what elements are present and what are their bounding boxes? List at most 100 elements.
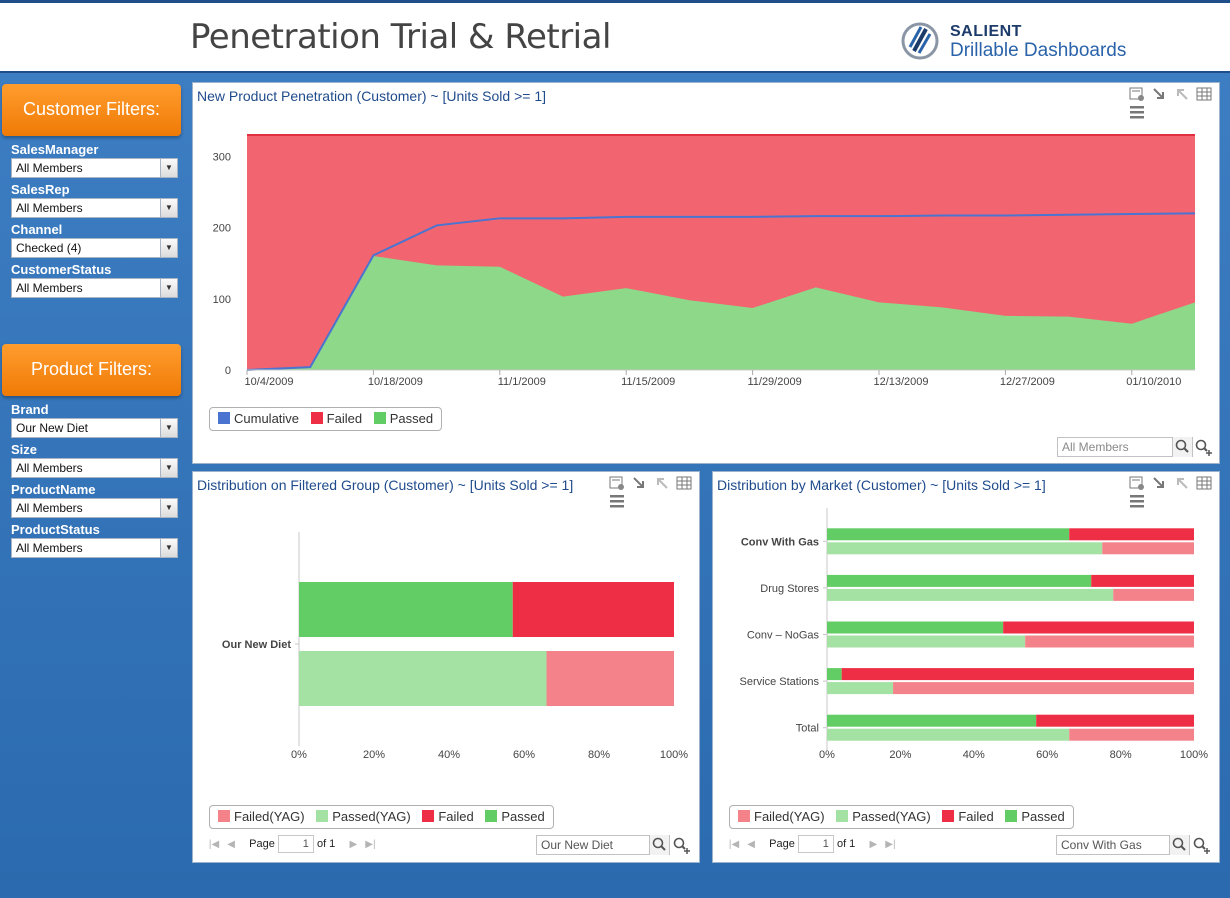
productstatus-select[interactable]: All Members ▼ <box>11 538 178 558</box>
chevron-down-icon[interactable]: ▼ <box>160 499 177 517</box>
legend-swatch-passed <box>1005 810 1018 822</box>
page-label: Page <box>769 837 795 850</box>
filter-label-channel: Channel <box>11 222 63 237</box>
menu-icon[interactable] <box>1129 493 1145 509</box>
market-member-search[interactable]: Conv With Gas <box>1056 835 1190 855</box>
drill-up-icon[interactable] <box>1174 86 1190 102</box>
bar-failed-yag <box>546 651 674 706</box>
legend-swatch-failed-yag <box>738 810 750 822</box>
next-page-icon[interactable]: ▶ <box>349 838 358 850</box>
drill-down-icon[interactable] <box>1151 475 1167 491</box>
legend-item-failed-yag[interactable]: Failed(YAG) <box>738 809 825 824</box>
legend-item-passed[interactable]: Passed <box>373 411 434 426</box>
productname-select-value: All Members <box>16 501 83 515</box>
productname-select[interactable]: All Members ▼ <box>11 498 178 518</box>
size-select[interactable]: All Members ▼ <box>11 458 178 478</box>
legend-swatch-passed-yag <box>316 810 329 822</box>
panel-toolbar <box>607 475 699 508</box>
salient-logo: SALIENT Drillable Dashboards <box>900 21 1140 65</box>
chevron-down-icon[interactable]: ▼ <box>160 199 177 217</box>
bar-failed-yag <box>1069 728 1194 741</box>
bar-passed <box>827 574 1092 587</box>
chevron-down-icon[interactable]: ▼ <box>160 159 177 177</box>
grid-view-icon[interactable] <box>1196 86 1212 102</box>
legend-item-failed-yag[interactable]: Failed(YAG) <box>218 809 305 824</box>
export-icon[interactable] <box>609 475 625 491</box>
search-icon[interactable] <box>1172 437 1192 457</box>
add-member-icon[interactable] <box>1193 437 1213 462</box>
prev-page-icon[interactable]: ◀ <box>227 838 235 850</box>
page-number-input[interactable]: 1 <box>797 835 834 853</box>
legend-item-cumulative[interactable]: Cumulative <box>218 411 299 426</box>
salesmanager-select[interactable]: All Members ▼ <box>11 158 178 178</box>
search-icon[interactable] <box>649 835 669 855</box>
legend-item-passed[interactable]: Passed <box>1005 809 1065 824</box>
bar-failed <box>1091 574 1194 587</box>
last-page-icon[interactable]: ▶| <box>885 838 896 850</box>
chevron-down-icon[interactable]: ▼ <box>160 539 177 557</box>
chevron-down-icon[interactable]: ▼ <box>160 419 177 437</box>
bar-failed-yag <box>1102 542 1194 555</box>
bar-failed <box>1003 621 1194 634</box>
add-member-icon[interactable] <box>671 835 691 860</box>
legend-label-passed: Passed <box>389 411 434 426</box>
menu-icon[interactable] <box>609 493 625 509</box>
export-icon[interactable] <box>1129 86 1145 102</box>
panel-toolbar <box>1127 475 1219 508</box>
menu-icon[interactable] <box>1129 104 1145 120</box>
salesrep-select[interactable]: All Members ▼ <box>11 198 178 218</box>
next-page-icon[interactable]: ▶ <box>869 838 878 850</box>
penetration-member-search[interactable]: All Members <box>1057 437 1193 457</box>
legend-label-passed-yag: Passed(YAG) <box>852 809 931 824</box>
bar-passed-yag <box>827 542 1103 555</box>
distribution-legend: Failed(YAG) Passed(YAG) Failed Passed <box>209 805 554 829</box>
chevron-down-icon[interactable]: ▼ <box>160 459 177 477</box>
export-icon[interactable] <box>1129 475 1145 491</box>
brand-select[interactable]: Our New Diet ▼ <box>11 418 178 438</box>
x-tick-label: 40% <box>963 749 985 761</box>
first-page-icon[interactable]: |◀ <box>728 838 740 850</box>
bar-failed-yag <box>1025 635 1194 648</box>
drill-down-icon[interactable] <box>631 475 647 491</box>
legend-label-passed: Passed <box>1021 809 1065 824</box>
grid-view-icon[interactable] <box>676 475 692 491</box>
x-tick-label: 11/29/2009 <box>747 376 801 388</box>
x-tick-label: 60% <box>513 749 535 761</box>
drill-up-icon[interactable] <box>1174 475 1190 491</box>
productstatus-select-value: All Members <box>16 541 83 555</box>
bar-passed-yag <box>299 651 547 706</box>
legend-label-failed-yag: Failed(YAG) <box>754 809 825 824</box>
legend-item-passed-yag[interactable]: Passed(YAG) <box>316 809 411 824</box>
drill-up-icon[interactable] <box>654 475 670 491</box>
first-page-icon[interactable]: |◀ <box>208 838 220 850</box>
page-number-input[interactable]: 1 <box>277 835 314 853</box>
chevron-down-icon[interactable]: ▼ <box>160 279 177 297</box>
customerstatus-select[interactable]: All Members ▼ <box>11 278 178 298</box>
filter-label-productname: ProductName <box>11 482 96 497</box>
cumulative-line <box>246 212 1196 371</box>
last-page-icon[interactable]: ▶| <box>365 838 376 850</box>
logo-brand-name: SALIENT <box>950 23 1022 40</box>
legend-item-failed[interactable]: Failed <box>310 411 362 426</box>
prev-page-icon[interactable]: ◀ <box>747 838 755 850</box>
distribution-member-search[interactable]: Our New Diet <box>536 835 670 855</box>
search-icon[interactable] <box>1169 835 1189 855</box>
grid-view-icon[interactable] <box>1196 475 1212 491</box>
bar-passed <box>827 621 1004 634</box>
x-tick-label: 0% <box>819 749 835 761</box>
x-tick-label: 80% <box>588 749 610 761</box>
size-select-value: All Members <box>16 461 83 475</box>
bar-passed <box>827 714 1037 727</box>
legend-item-failed[interactable]: Failed <box>942 809 994 824</box>
page-title: Penetration Trial & Retrial <box>190 17 611 57</box>
chevron-down-icon[interactable]: ▼ <box>160 239 177 257</box>
legend-item-passed-yag[interactable]: Passed(YAG) <box>836 809 931 824</box>
filter-label-size: Size <box>11 442 38 457</box>
channel-select[interactable]: Checked (4) ▼ <box>11 238 178 258</box>
bar-failed <box>1069 528 1194 541</box>
legend-item-failed[interactable]: Failed <box>422 809 474 824</box>
x-tick-label: 11/15/2009 <box>621 376 675 388</box>
add-member-icon[interactable] <box>1191 835 1211 860</box>
drill-down-icon[interactable] <box>1151 86 1167 102</box>
legend-item-passed[interactable]: Passed <box>485 809 545 824</box>
